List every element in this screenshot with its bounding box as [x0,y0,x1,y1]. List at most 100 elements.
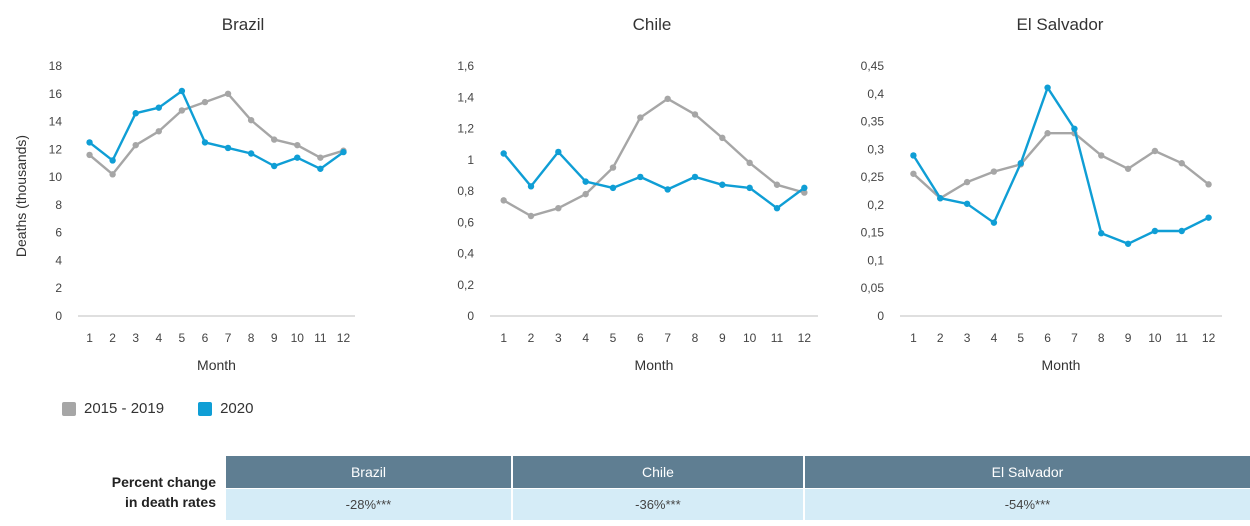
data-point-2015-2019 [86,151,93,159]
x-tick-label: 12 [1202,331,1216,345]
data-point-2015-2019 [719,134,726,142]
x-tick-label: 5 [179,331,186,345]
data-point-2015-2019 [910,170,917,177]
data-point-2020 [86,139,93,146]
data-point-2020 [1017,160,1024,167]
x-tick-label: 10 [291,331,305,345]
data-point-2015-2019 [691,111,699,118]
y-tick-label: 0 [877,309,884,323]
data-point-2020 [719,181,726,188]
data-point-2015-2019 [963,178,971,186]
x-tick-label: 4 [991,331,998,345]
series-line-2020 [912,86,1210,246]
data-point-2015-2019 [224,90,232,97]
data-point-2020 [801,184,808,192]
x-tick-label: 8 [1098,331,1105,345]
x-axis-label: Month [635,357,674,373]
chart-title: Brazil [222,15,265,34]
y-tick-label: 1,4 [457,90,474,104]
chart-title: El Salvador [1017,15,1104,34]
x-tick-label: 4 [155,331,162,345]
data-point-2020 [1151,227,1159,235]
y-tick-label: 0,4 [867,87,884,101]
x-tick-label: 3 [555,331,562,345]
data-point-2020 [155,104,162,111]
x-tick-label: 3 [132,331,139,345]
data-point-2020 [910,152,917,159]
series-line-2015-2019 [503,97,805,218]
y-tick-label: 6 [55,226,62,240]
data-point-2020 [247,150,255,157]
x-tick-label: 9 [719,331,726,345]
series-line-2020 [502,150,806,210]
x-tick-label: 8 [692,331,699,345]
data-point-2015-2019 [609,164,617,171]
data-point-2020 [691,173,699,181]
x-tick-label: 12 [337,331,351,345]
y-tick-label: 0,2 [867,198,884,212]
legend-label-baseline: 2015 - 2019 [84,400,165,417]
data-point-2020 [1044,84,1051,91]
y-tick-label: 18 [49,59,63,73]
legend-label-2020: 2020 [220,400,254,417]
data-point-2020 [201,139,209,146]
x-tick-label: 1 [86,331,93,345]
data-point-2020 [317,165,324,172]
data-point-2020 [1071,125,1078,132]
data-point-2020 [637,173,644,181]
data-point-2020 [1178,227,1185,235]
data-point-2015-2019 [500,197,507,204]
data-point-2015-2019 [1044,130,1051,137]
x-tick-label: 9 [1125,331,1132,345]
data-point-2015-2019 [294,141,301,149]
data-point-2020 [937,195,944,202]
chart-el-salvador: El Salvador 0 0,05 0,1 0,15 0,2 0,25 0,3 0,35 0,4… [861,15,1222,373]
percent-change-table: Brazil Chile El Salvador -28%*** -36%***… [226,456,1250,520]
table-row-label-line-2: in death rates [124,494,216,510]
y-tick-label: 12 [49,142,63,156]
data-point-2015-2019 [582,190,589,198]
y-tick-label: 14 [49,115,63,129]
data-point-2015-2019 [990,168,998,175]
data-point-2020 [340,148,347,156]
y-tick-label: 10 [49,170,63,184]
legend-swatch-2020 [198,401,213,416]
x-tick-label: 9 [271,331,278,345]
data-point-2020 [1098,230,1105,237]
data-point-2020 [773,204,781,212]
table-header-chile: Chile [511,456,805,489]
y-tick-label: 16 [49,87,63,101]
x-tick-label: 1 [500,331,507,345]
data-point-2015-2019 [1178,160,1185,167]
y-tick-label: 0,3 [867,142,884,156]
y-tick-label: 0,6 [457,215,474,229]
x-tick-label: 11 [314,331,327,345]
series-line-2020 [88,89,345,171]
x-tick-label: 2 [937,331,944,345]
data-point-2020 [224,144,232,152]
y-tick-label: 4 [55,253,62,267]
table-row-label-line-1: Percent change [111,474,216,490]
y-tick-label: 0,1 [867,253,884,267]
x-tick-label: 2 [109,331,116,345]
data-point-2015-2019 [317,154,324,161]
x-tick-label: 7 [664,331,671,345]
x-tick-label: 11 [771,331,784,345]
legend-item-2020: 2020 [198,400,253,417]
y-tick-label: 0,25 [861,170,885,184]
data-point-2020 [1205,214,1212,221]
table-cell-chile: -36%*** [511,488,805,520]
data-point-2015-2019 [555,204,562,212]
table-header-brazil: Brazil [226,456,513,489]
data-point-2015-2019 [271,136,278,143]
data-point-2020 [178,87,186,95]
data-point-2020 [271,162,278,170]
table-header-row: Brazil Chile El Salvador [226,456,1250,489]
data-point-2015-2019 [178,107,186,114]
y-tick-label: 0 [467,309,474,323]
data-point-2015-2019 [773,181,781,188]
data-point-2015-2019 [1098,152,1105,159]
